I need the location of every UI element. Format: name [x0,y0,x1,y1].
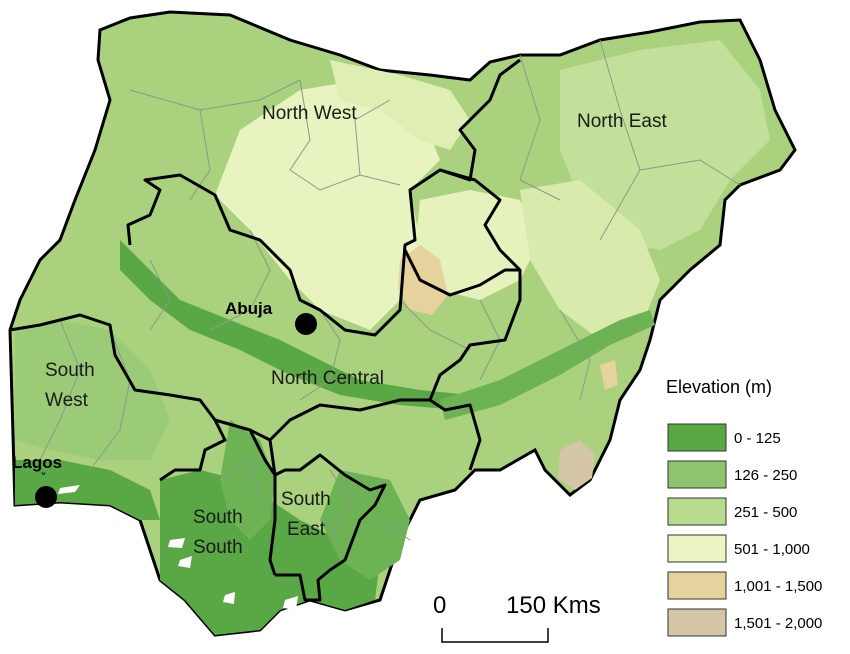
region-label-south-south-line2: South [193,537,243,558]
zone-boundaries [9,58,522,602]
legend-swatch [667,423,727,452]
state-boundaries [39,39,741,541]
elevation-patch-mambilla [558,440,595,490]
lagoon-2 [168,538,185,548]
region-label-south-south-line1: South [193,507,243,528]
elevation-patch-north [330,60,470,150]
region-label-south-west-line1: South [45,360,95,381]
elevation-patch-east-plateau [520,180,660,340]
boundary-northwest [126,58,521,337]
elevation-patch-coast-west [15,460,160,520]
region-label-south-east-line1: South [281,489,331,510]
lagoon-1 [58,485,80,494]
elevation-patch-benue-valley [440,310,655,420]
region-label-south-west-line2: West [45,390,89,411]
city-marker-abuja [295,313,317,335]
boundary-southwest [9,313,277,476]
scale-bar-line [441,628,549,643]
boundary-southsouth-east [268,475,277,576]
scale-bar: 0 150 Kms [433,592,601,643]
elevation-patch-east-highland [600,360,618,390]
scale-bar-start-label: 0 [433,592,446,619]
legend-label: 1,501 - 2,000 [734,615,822,632]
boundary-north-central-south [268,398,430,442]
lagoon-4 [283,596,298,610]
legend-label: 0 - 125 [734,430,781,447]
city-label-lagos: Lagos [12,453,62,472]
city-label-abuja: Abuja [225,299,273,318]
boundary-northeast [428,168,522,471]
legend-swatch [667,460,727,489]
boundary-southsouth-west [159,419,227,482]
cities: Abuja Lagos ˇ [12,299,317,508]
legend-title: Elevation (m) [666,377,772,397]
boundary-southeast [274,453,387,602]
coastal-lagoons [58,485,298,610]
city-marker-lagos [35,486,57,508]
region-label-north-central: North Central [271,368,384,389]
elevation-patch-jos [415,190,540,300]
legend: Elevation (m) 0 - 125 126 - 250 251 - 500 5… [666,377,822,637]
legend-label: 1,001 - 1,500 [734,578,822,595]
elevation-patch-northeast [560,40,770,250]
region-label-south-east-line2: East [287,519,326,540]
lagos-pointer-icon: ˇ [40,472,47,488]
region-label-north-west: North West [262,103,357,124]
elevation-patch-southwest-mid [15,320,170,460]
lagoon-3 [178,556,192,568]
elevation-patch-southeast [320,470,410,580]
legend-swatch [667,608,727,637]
legend-label: 251 - 500 [734,504,797,521]
scale-bar-end-label: 150 Kms [506,592,601,619]
region-label-north-east: North East [577,111,667,132]
legend-label: 501 - 1,000 [734,541,810,558]
elevation-patch-northwest [215,80,440,330]
boundary-north-central-inner [403,249,520,297]
legend-swatch [667,534,727,563]
legend-swatch [667,571,727,600]
legend-label: 126 - 250 [734,467,797,484]
legend-swatch [667,497,727,526]
lagoon-5 [223,592,235,604]
elevation-patch-niger-valley [120,240,500,410]
region-labels: North West North East North Central Sout… [45,103,667,558]
boundary-southsouth-north [249,428,277,476]
